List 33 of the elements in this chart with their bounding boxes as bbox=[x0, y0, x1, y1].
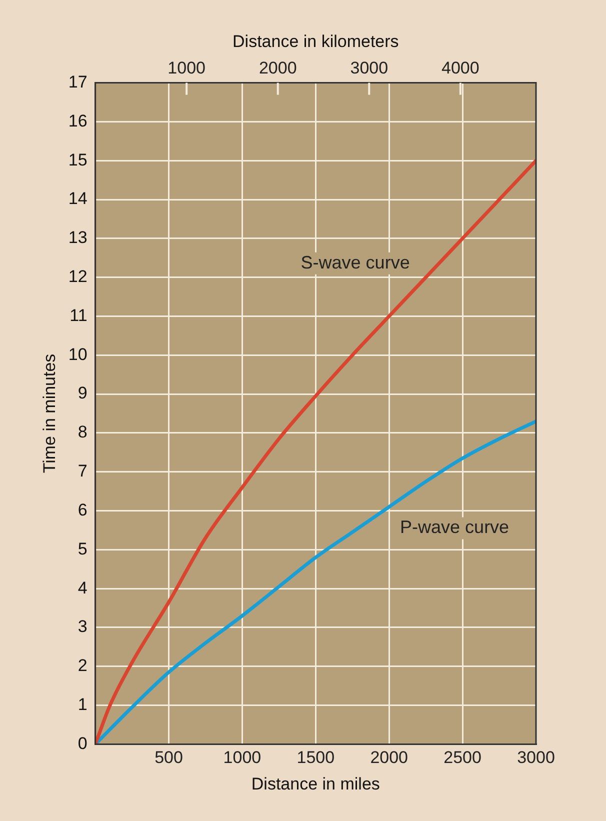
x2-tick-label: 3000 bbox=[350, 58, 388, 78]
y-tick-label: 10 bbox=[68, 344, 88, 364]
x-axis-title: Distance in miles bbox=[251, 774, 380, 794]
y-tick-label: 11 bbox=[70, 306, 88, 325]
y-tick-label: 8 bbox=[78, 422, 88, 442]
y-tick-label: 7 bbox=[78, 462, 88, 481]
y-tick-label: 2 bbox=[78, 656, 88, 676]
y-tick-label: 6 bbox=[78, 500, 88, 520]
series-label: P-wave curve bbox=[400, 517, 510, 538]
y-tick-label: 4 bbox=[78, 578, 88, 598]
y-tick-label: 12 bbox=[68, 267, 88, 286]
y-tick-label: 15 bbox=[68, 150, 88, 170]
x-tick-label: 1500 bbox=[296, 748, 335, 768]
y-tick-label: 14 bbox=[68, 189, 88, 208]
x2-axis-title: Distance in kilometers bbox=[232, 32, 399, 51]
x-tick-label: 3000 bbox=[517, 748, 555, 768]
y-tick-label: 13 bbox=[68, 228, 88, 248]
y-tick-label: 17 bbox=[68, 72, 88, 92]
y-tick-label: 0 bbox=[78, 734, 88, 753]
series-label: S-wave curve bbox=[300, 252, 410, 272]
x-tick-label: 2000 bbox=[370, 748, 408, 768]
y-tick-label: 5 bbox=[78, 539, 88, 558]
x-tick-label: 2500 bbox=[444, 748, 482, 768]
y-tick-label: 1 bbox=[78, 694, 88, 714]
y-tick-label: 3 bbox=[78, 617, 88, 636]
y-tick-label: 16 bbox=[68, 111, 88, 130]
x2-tick-label: 4000 bbox=[442, 58, 480, 78]
x2-tick-label: 2000 bbox=[258, 58, 297, 78]
x-tick-label: 1000 bbox=[223, 748, 262, 768]
y-axis-title: Time in minutes bbox=[40, 354, 59, 474]
y-tick-label: 9 bbox=[78, 384, 88, 403]
x2-tick-label: 1000 bbox=[168, 58, 206, 78]
x-tick-label: 500 bbox=[154, 748, 183, 768]
